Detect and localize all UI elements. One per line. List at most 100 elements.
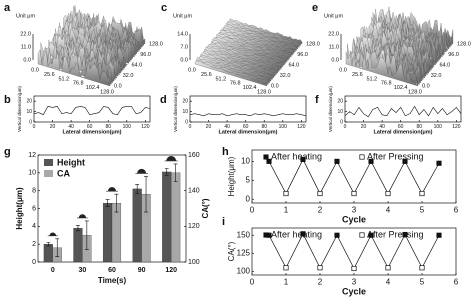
unit-label: Unit μm	[16, 13, 35, 19]
y-tick-label: 128.0	[457, 41, 471, 47]
y-tick-label: 10	[26, 109, 32, 115]
y-tick-label: 0	[185, 119, 188, 125]
droplet-icon	[164, 156, 178, 162]
y-axis-label: CA(°)	[227, 241, 236, 261]
x-tick-label: 102.4	[243, 85, 257, 91]
y-tick-label: 5	[246, 175, 251, 184]
y-tick-label: 96.0	[448, 52, 459, 58]
y2-tick-label: 140	[188, 188, 200, 195]
y-tick-label: 10	[182, 109, 188, 115]
x-tick-label: 100	[123, 124, 132, 130]
connector	[336, 235, 355, 269]
connector	[404, 161, 423, 194]
bar	[162, 171, 172, 263]
marker	[385, 265, 391, 271]
bar	[132, 188, 142, 263]
x-tick-label: 40	[68, 124, 74, 130]
x-axis-label: Cycle	[342, 214, 366, 224]
marker	[368, 158, 374, 164]
droplet-icon	[77, 214, 88, 219]
x-tick-label: 0	[33, 124, 36, 130]
x-tick-label: 0	[250, 205, 255, 214]
connector	[285, 159, 304, 194]
z-tick-label: 0.0	[331, 57, 339, 63]
connector	[319, 235, 338, 268]
y-tick-label: 20	[26, 99, 32, 105]
y-tick-label: 10	[28, 170, 36, 177]
y-tick-label: 100	[237, 266, 251, 275]
panel-label: h	[222, 146, 229, 158]
x-tick-label: 4	[386, 205, 391, 214]
error-bar	[144, 176, 149, 213]
x-tick-label: 1	[284, 205, 289, 214]
droplet-icon	[106, 187, 118, 192]
y-tick-label: 0	[32, 259, 36, 266]
x-tick-label: 76.8	[73, 81, 84, 87]
x-tick-label: 80	[416, 124, 422, 130]
marker	[402, 231, 408, 238]
x-tick-label: 76.8	[230, 81, 241, 87]
legend-marker	[359, 154, 365, 160]
z-tick-label: 11.0	[329, 44, 339, 50]
marker	[436, 160, 442, 166]
y-axis-label: Height(μm)	[15, 187, 24, 230]
error-bar	[75, 225, 80, 232]
x-tick-label: 0.0	[339, 67, 347, 73]
panel-label: i	[222, 216, 225, 228]
marker	[300, 231, 306, 237]
bar	[73, 227, 83, 263]
x-axis-label: Lateral dimension(μm)	[219, 129, 278, 135]
error-bar	[55, 238, 60, 257]
legend-swatch	[44, 170, 53, 177]
connector	[353, 235, 372, 269]
y-tick-label: 10	[337, 109, 343, 115]
x-tick-label: 0.0	[31, 67, 39, 73]
legend-marker	[263, 232, 269, 238]
y-axis-label: Vertical dimension(μm)	[173, 86, 178, 132]
y-tick-label: 128.0	[149, 41, 163, 47]
marker	[368, 232, 374, 238]
connector	[421, 163, 440, 194]
x-tick-label: 25.6	[201, 72, 212, 78]
x-tick-label: 20	[206, 124, 212, 130]
surface-strip	[345, 51, 419, 87]
marker	[419, 265, 425, 271]
x-tick-label: 20	[50, 124, 56, 130]
surface-plot	[37, 5, 146, 87]
x-tick-label: 5	[420, 205, 425, 214]
surface-strip	[206, 45, 280, 72]
panel-label: g	[4, 146, 11, 158]
surface-strip	[201, 52, 274, 79]
z-tick-label: 14.0	[177, 31, 188, 37]
x-tick-label: 2	[318, 277, 323, 286]
y-tick-label: 64.0	[132, 62, 143, 68]
y-tick-label: 96.0	[140, 52, 151, 58]
panel-label: d	[160, 94, 167, 106]
x-tick-label: 128.0	[408, 89, 422, 95]
x-tick-label: 6	[454, 205, 459, 214]
x-axis-label: Cycle	[342, 286, 366, 296]
marker	[436, 232, 442, 238]
marker	[419, 190, 425, 197]
z-tick-label: 22.0	[328, 31, 339, 37]
x-tick-label: 0	[51, 267, 55, 274]
x-tick-label: 120	[141, 124, 150, 130]
y-tick-label: 0.0	[422, 83, 430, 89]
y-tick-label: 20	[182, 99, 188, 105]
y-tick-label: 4	[32, 223, 36, 230]
error-bar	[135, 184, 140, 194]
connector	[302, 159, 321, 194]
x-tick-label: 128.0	[100, 89, 114, 95]
bar	[43, 244, 53, 263]
panel-label: e	[312, 2, 318, 14]
surface-strip	[37, 49, 111, 87]
legend-marker	[263, 154, 269, 160]
error-bar	[164, 168, 169, 176]
marker	[283, 190, 289, 197]
marker	[334, 158, 340, 164]
connector	[387, 161, 406, 194]
x-tick-label: 20	[361, 124, 367, 130]
error-bar	[84, 220, 89, 250]
bar	[102, 202, 113, 263]
profile-line	[189, 113, 307, 117]
